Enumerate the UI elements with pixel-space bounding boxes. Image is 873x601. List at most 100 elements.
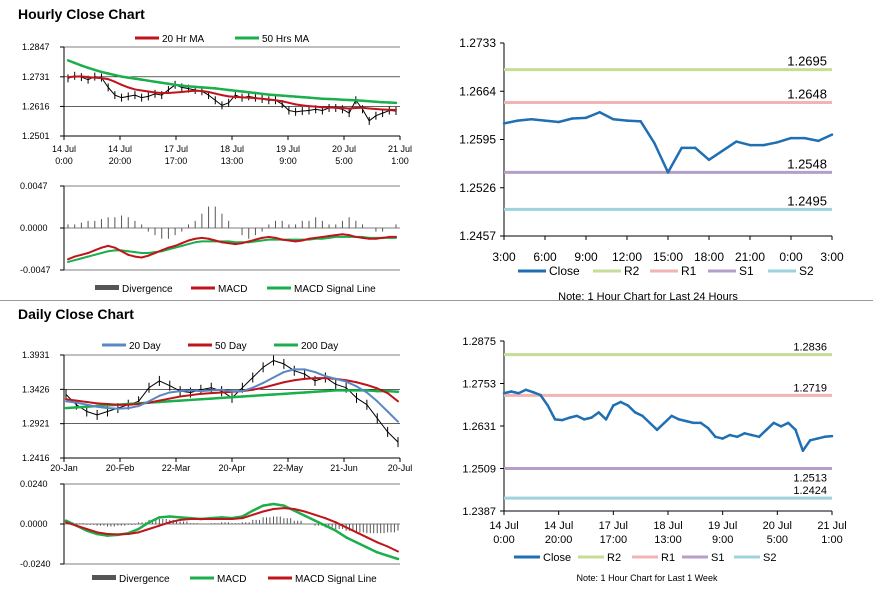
x-tick-label: 21-Jun — [330, 463, 358, 473]
ma20-line — [127, 86, 136, 91]
close-line — [147, 93, 156, 97]
y-tick-label: 1.2526 — [459, 181, 496, 195]
macd-line — [194, 236, 203, 240]
macd-line — [178, 516, 192, 520]
close-line — [158, 380, 171, 387]
ma20-line — [116, 407, 130, 410]
ma20-line — [180, 90, 190, 94]
close-line — [612, 400, 622, 407]
legend-swatch — [92, 575, 116, 580]
ma20-line — [148, 394, 161, 403]
x-tick-label: 3:00 — [492, 250, 516, 264]
signal-line — [137, 528, 150, 534]
ma50-line — [282, 379, 296, 384]
y-tick-label: -0.0047 — [20, 265, 51, 275]
ma20-line — [267, 98, 277, 102]
close-line — [625, 119, 642, 123]
ma20-line — [189, 389, 202, 393]
macd-line — [313, 519, 327, 527]
ma200-line — [261, 393, 275, 397]
macd-line — [154, 249, 163, 255]
ma200-line — [158, 400, 171, 404]
x-tick-label: 9:00 — [279, 156, 297, 166]
ma20-line — [314, 105, 324, 109]
legend-label: Divergence — [119, 574, 170, 585]
x-tick-label: 19 Jul — [708, 520, 737, 532]
ma20-line — [133, 88, 143, 92]
signal-line — [179, 518, 192, 521]
close-line — [208, 94, 216, 101]
macd-line — [160, 246, 170, 252]
ma50-line — [127, 403, 140, 406]
x-tick-label: 3:00 — [820, 250, 844, 264]
level-r2-label: 1.2836 — [793, 342, 827, 354]
ma200-line — [241, 394, 254, 398]
close-line — [187, 88, 196, 91]
legend-label: R1 — [681, 264, 697, 278]
ma20-line — [314, 371, 327, 378]
close-line — [304, 373, 316, 382]
ma20-line — [65, 400, 78, 404]
close-line — [273, 360, 285, 365]
macd-line — [328, 234, 337, 238]
level-s2-label: 1.2424 — [793, 485, 827, 497]
close-line — [362, 108, 370, 122]
y-tick-label: 1.2875 — [462, 336, 496, 348]
y-tick-label: 1.3426 — [22, 384, 50, 394]
y-tick-label: 1.2387 — [462, 506, 496, 518]
ma20-line — [307, 105, 317, 108]
ma20-line — [374, 107, 384, 111]
close-line — [531, 390, 542, 397]
close-line — [281, 103, 290, 112]
close-line — [308, 108, 317, 112]
daily_macd-chart: 0.0240 0.0000 -0.0240 Divergence MACD MACD Si… — [20, 479, 400, 585]
ma20-line — [287, 101, 297, 106]
ma20-line — [220, 94, 230, 98]
ma20-line — [200, 89, 210, 94]
close-line — [262, 360, 274, 368]
ma20-line — [106, 407, 119, 410]
x-tick-label: 20-Feb — [106, 463, 135, 473]
ma20-line — [75, 401, 88, 406]
macd-line — [293, 509, 306, 517]
legend-label: 200 Day — [301, 341, 338, 352]
legend-label: S1 — [739, 264, 754, 278]
ma200-line — [178, 398, 192, 402]
legend-label: 50 Hrs MA — [262, 34, 310, 45]
close-line — [121, 95, 129, 99]
macd-line — [341, 233, 351, 237]
x-tick-label: 5:00 — [335, 156, 353, 166]
signal-line — [365, 536, 379, 544]
x-tick-label: 9:00 — [574, 250, 598, 264]
ma20-line — [334, 377, 348, 383]
close-line — [382, 110, 390, 114]
close-line — [757, 428, 768, 439]
macd-line — [354, 235, 364, 239]
close-line — [653, 141, 670, 174]
ma20-line — [158, 391, 171, 397]
close-line — [706, 426, 717, 439]
signal-line — [75, 524, 88, 530]
section-divider — [0, 300, 873, 301]
close-line — [584, 110, 601, 120]
ma20-line — [247, 96, 257, 100]
signal-line — [386, 545, 399, 553]
macd-line — [113, 246, 123, 253]
macd-line — [95, 532, 109, 537]
ma20-line — [187, 89, 197, 93]
ma50-line — [365, 383, 379, 390]
macd-line — [200, 236, 210, 240]
y-tick-label: 1.2631 — [462, 421, 496, 433]
y-tick-label: 1.2733 — [459, 36, 496, 50]
close-line — [765, 421, 775, 432]
ma50-line — [179, 394, 192, 398]
signal-line — [87, 253, 96, 258]
hourly_24h-chart: 1.2733 1.2664 1.2595 1.2526 1.2457 1.2695 1.26… — [459, 36, 844, 303]
ma20-line — [210, 388, 223, 392]
close-line — [666, 146, 683, 174]
legend-label: MACD — [217, 574, 246, 585]
signal-line — [148, 524, 161, 530]
ma20-line — [386, 410, 399, 423]
macd-line — [93, 246, 103, 252]
ma50-line — [189, 392, 202, 397]
